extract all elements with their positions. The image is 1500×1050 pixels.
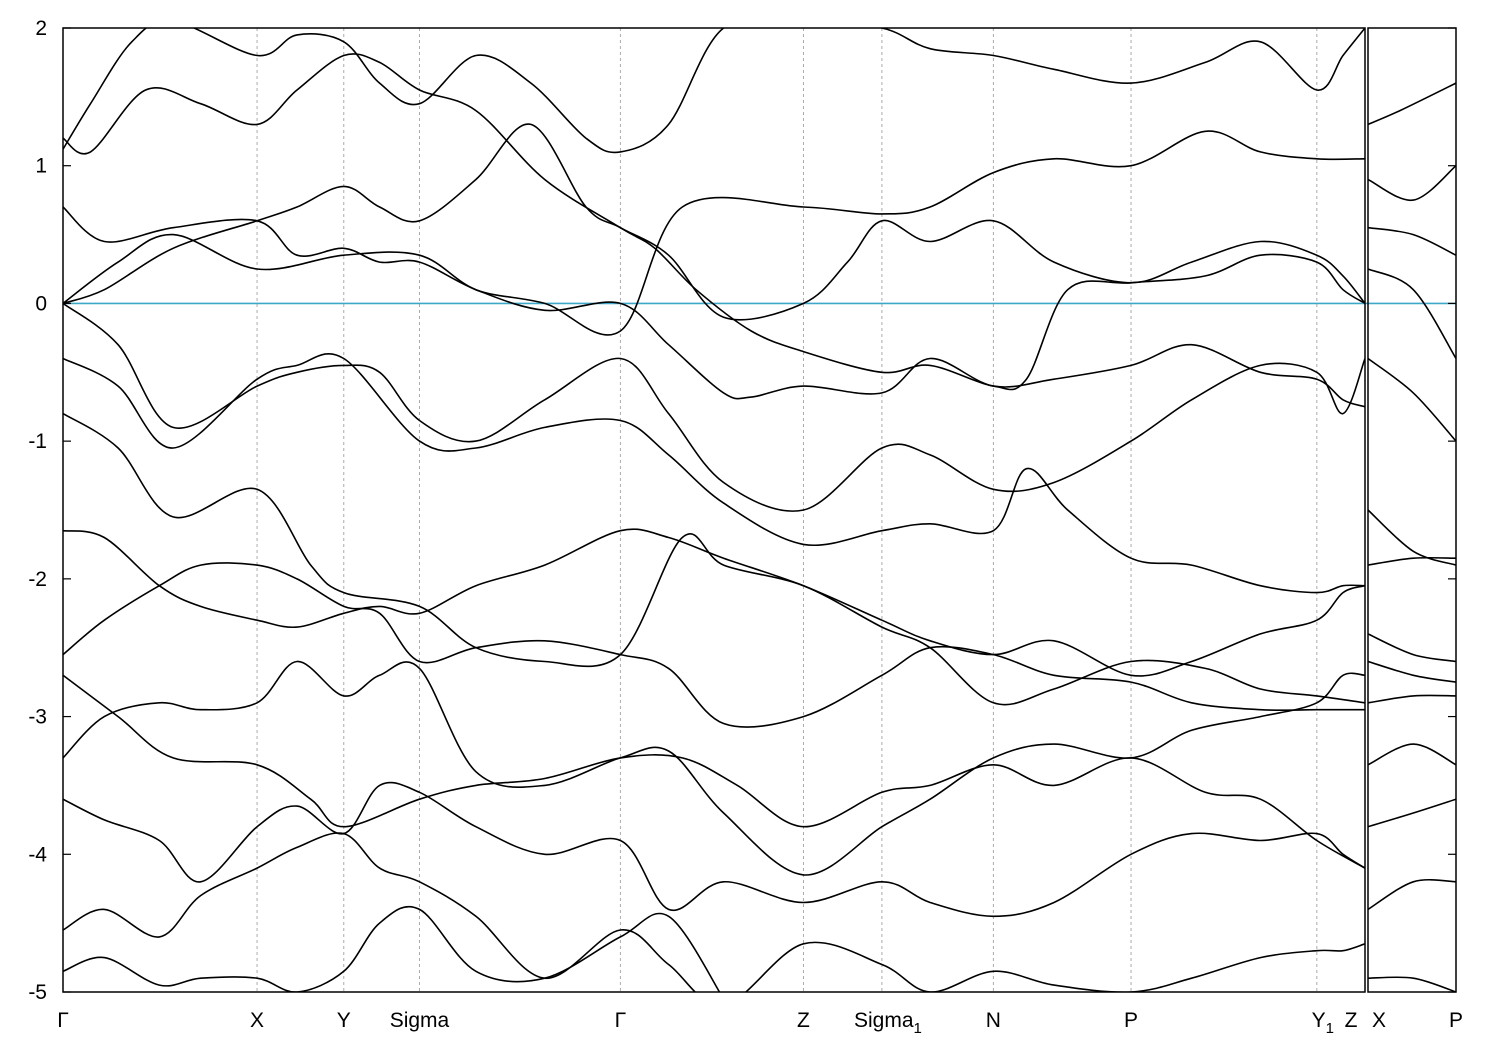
band-line [1368, 743, 1456, 766]
band-line [63, 660, 1365, 876]
band-line [1368, 798, 1456, 828]
x-tick-label: Y1 [1312, 1009, 1334, 1037]
vertical-grid [256, 28, 1318, 992]
band-line [1368, 660, 1456, 683]
x-tick-label: Sigma [390, 1009, 450, 1032]
band-line [1368, 82, 1456, 126]
x-tick-label: Z [797, 1009, 810, 1032]
right-panel-bands [1368, 82, 1456, 992]
x-tick-label: Sigma1 [854, 1009, 922, 1037]
band-line [1368, 633, 1456, 663]
y-tick-label: -2 [28, 568, 47, 591]
band-line [63, 832, 1365, 992]
x-axis: Γ X Y Sigma Γ Z Sigma1 N P Y1 Z X P [57, 1009, 1463, 1037]
x-tick-label: Γ [57, 1009, 69, 1032]
y-tick-label: 0 [35, 292, 47, 315]
left-panel-bands [63, 28, 1365, 992]
band-line [63, 674, 1365, 869]
band-line [1368, 556, 1456, 566]
band-line [63, 562, 1365, 728]
band-line [63, 123, 1365, 321]
band-line [1368, 694, 1456, 704]
y-tick-label: -5 [28, 981, 47, 1004]
x-tick-label: X [250, 1009, 264, 1032]
x-tick-label: Z [1345, 1009, 1358, 1032]
band-line [63, 53, 1365, 391]
band-line [1368, 165, 1456, 201]
band-line [63, 905, 721, 992]
x-tick-label: P [1124, 1009, 1138, 1032]
band-line [63, 412, 1365, 706]
x-tick-label: Γ [615, 1009, 627, 1032]
plot-frame-left [62, 27, 1366, 993]
band-line [1368, 226, 1456, 256]
band-line [1368, 976, 1456, 992]
band-line [63, 302, 1365, 512]
band-lines [63, 28, 1456, 992]
y-tick-label: -3 [28, 706, 47, 729]
band-line [63, 28, 1365, 154]
band-line [1368, 268, 1456, 359]
y-tick-label: -1 [28, 430, 47, 453]
plot-frame-right [1367, 27, 1457, 993]
x-tick-label: P [1449, 1009, 1463, 1032]
band-line [1368, 357, 1456, 442]
y-tick-label: 1 [35, 155, 47, 178]
x-tick-label: Y [337, 1009, 351, 1032]
band-line [63, 528, 1365, 677]
x-tick-label: N [986, 1009, 1001, 1032]
band-line [63, 352, 1365, 594]
band-line [1368, 509, 1456, 566]
band-line [63, 206, 1365, 408]
band-line [1368, 878, 1456, 911]
y-axis: -5 -4 -3 -2 -1 0 1 2 [28, 17, 1456, 1004]
band-line [63, 130, 1365, 336]
y-tick-label: 2 [35, 17, 47, 40]
y-tick-label: -4 [28, 843, 47, 866]
band-line [63, 781, 1365, 918]
x-tick-label: X [1372, 1009, 1386, 1032]
